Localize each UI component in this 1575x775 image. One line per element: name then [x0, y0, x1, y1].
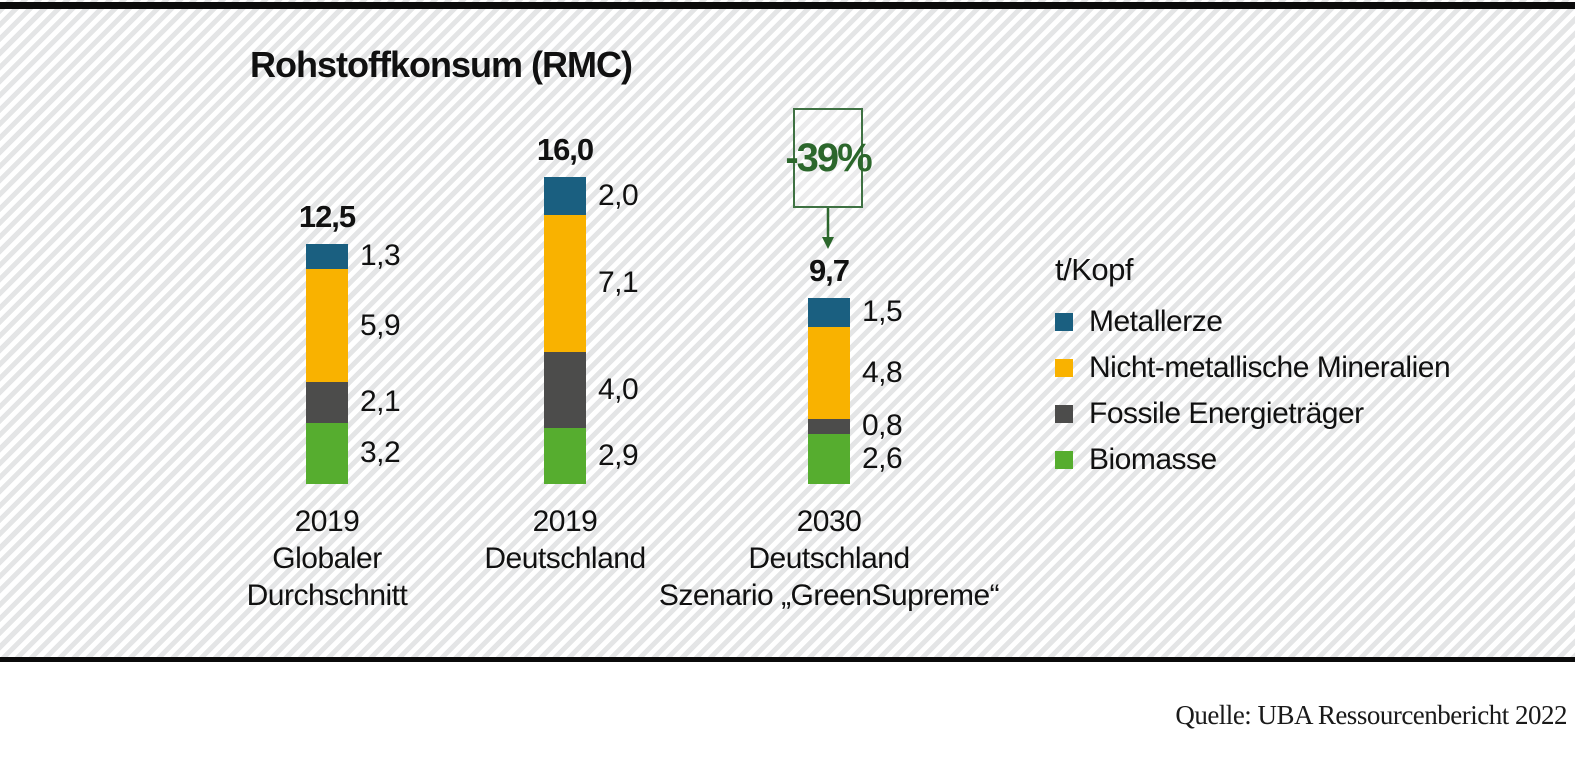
bar-segment — [306, 422, 348, 484]
segment-value-label: 2,9 — [598, 439, 639, 473]
segment-value-label: 4,0 — [598, 372, 639, 406]
category-label-line: Globaler — [272, 542, 382, 575]
legend-label: Nicht-metallische Mineralien — [1089, 351, 1451, 384]
annotation-box: -39% — [785, 108, 873, 208]
legend-swatch — [1055, 313, 1073, 331]
segment-value-label: 1,3 — [360, 239, 401, 273]
top-border-bar — [0, 2, 1575, 9]
annotation-text: -39% — [785, 135, 872, 180]
legend-items: Metallerze Nicht-metallische Mineralien Fo… — [1055, 305, 1451, 476]
category-label-line: Deutschland — [748, 542, 910, 575]
bar-3 — [808, 297, 850, 484]
bar-1 — [306, 244, 348, 484]
category-label: 2030 Deutschland Szenario „GreenSupreme“ — [569, 503, 1089, 614]
bar-segment — [544, 215, 586, 352]
legend: t/Kopf Metallerze Nicht-metallische Miner… — [1055, 252, 1451, 490]
bar-segment — [808, 434, 850, 484]
legend-item: Fossile Energieträger — [1055, 397, 1450, 430]
segment-value-label: 5,9 — [360, 308, 401, 342]
legend-label: Biomasse — [1089, 443, 1217, 476]
segment-value-label: 2,0 — [598, 179, 639, 212]
legend-item: Biomasse — [1055, 443, 1450, 476]
legend-swatch — [1055, 451, 1073, 469]
category-label-line: Deutschland — [484, 542, 646, 575]
bar-segment — [808, 326, 850, 419]
category-label-line: Durchschnitt — [246, 579, 408, 612]
source-caption: Quelle: UBA Ressourcenbericht 2022 — [1175, 700, 1567, 730]
bar-segment — [544, 428, 586, 484]
bar-segment — [306, 244, 348, 269]
legend-swatch — [1055, 405, 1073, 423]
segment-value-label: 2,6 — [862, 442, 903, 476]
legend-label: Fossile Energieträger — [1089, 397, 1364, 430]
category-label: 2019 Globaler Durchschnitt — [67, 503, 587, 614]
segment-value-label: 2,1 — [360, 385, 401, 419]
chart-title: Rohstoffkonsum (RMC) — [250, 44, 633, 85]
category-label: 2019 Deutschland — [305, 503, 825, 577]
category-label-line: 2030 — [796, 505, 862, 538]
segment-value-label: 0,8 — [862, 409, 903, 443]
legend-swatch — [1055, 359, 1073, 377]
annotation-arrow-icon — [822, 208, 834, 249]
category-label-line: Szenario „GreenSupreme“ — [658, 579, 1000, 612]
segment-value-label: 4,8 — [862, 355, 903, 389]
bar-2 — [544, 176, 586, 484]
legend-item: Nicht-metallische Mineralien — [1055, 351, 1451, 384]
segment-value-label: 3,2 — [360, 436, 401, 470]
bar-total-label: 12,5 — [298, 199, 356, 234]
bar-segment — [544, 351, 586, 429]
bar-segment — [544, 176, 586, 216]
segment-value-label: 1,5 — [862, 295, 903, 329]
bar-segment — [808, 418, 850, 435]
chart-panel: Rohstoffkonsum (RMC) 1,3 5,9 2,1 3,2 12,5 201… — [0, 0, 1575, 662]
legend-label: Metallerze — [1089, 305, 1223, 338]
bar-segment — [808, 297, 850, 327]
bar-segment — [306, 382, 348, 423]
bar-total-label: 9,7 — [808, 252, 850, 288]
category-label-line: 2019 — [294, 505, 360, 538]
legend-item: Metallerze — [1055, 305, 1450, 338]
bar-total-label: 16,0 — [536, 131, 594, 167]
legend-unit-label: t/Kopf — [1055, 252, 1134, 287]
bar-segment — [306, 268, 348, 383]
segment-value-label: 7,1 — [598, 266, 639, 300]
category-label-line: 2019 — [532, 505, 598, 538]
